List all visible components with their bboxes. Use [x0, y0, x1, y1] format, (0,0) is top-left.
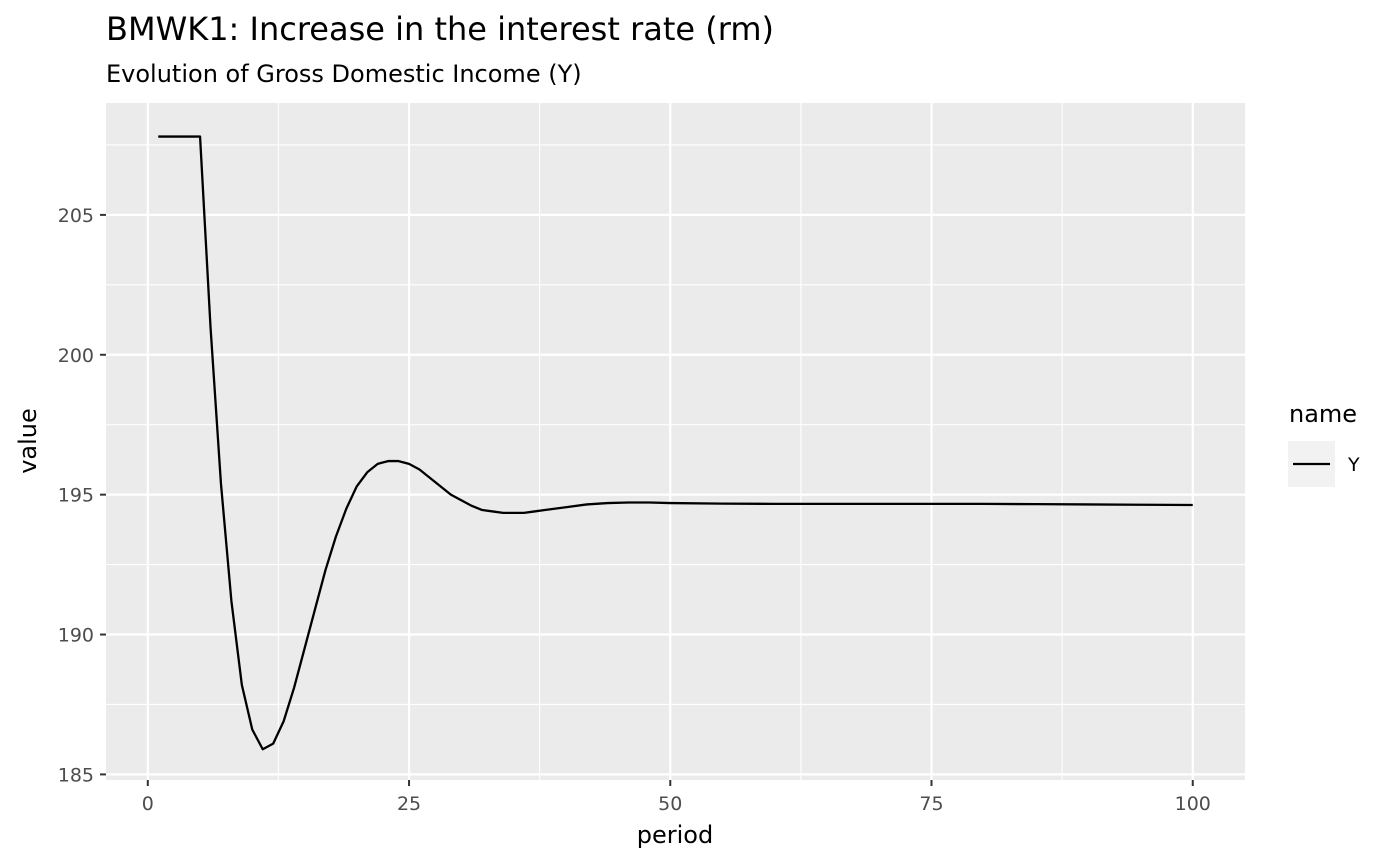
x-axis-title: period [637, 821, 713, 849]
major-gridlines [106, 103, 1245, 780]
y-tick-label: 195 [58, 485, 94, 507]
plot-panel [106, 103, 1245, 780]
chart-subtitle: Evolution of Gross Domestic Income (Y) [106, 60, 582, 88]
legend-title: name [1289, 400, 1357, 428]
series-layer [158, 135, 1193, 751]
y-tick-label: 200 [58, 345, 94, 367]
x-axis-tick-labels: 0 25 50 75 100 [142, 793, 1211, 815]
x-tick-label: 0 [142, 793, 154, 815]
y-tick-label: 205 [58, 205, 94, 227]
series-line-y [158, 135, 1193, 751]
legend-label-y: Y [1347, 454, 1360, 476]
legend: name Y [1288, 400, 1360, 487]
y-tick-label: 190 [58, 625, 94, 647]
axis-ticks [100, 213, 1194, 786]
y-axis-tick-labels: 185 190 195 200 205 [58, 205, 94, 787]
y-axis-title: value [14, 408, 42, 474]
y-tick-label: 185 [58, 764, 94, 786]
x-tick-label: 25 [397, 793, 421, 815]
x-tick-label: 50 [658, 793, 682, 815]
x-tick-label: 75 [919, 793, 943, 815]
x-tick-label: 100 [1175, 793, 1211, 815]
chart-title: BMWK1: Increase in the interest rate (rm… [106, 10, 774, 48]
